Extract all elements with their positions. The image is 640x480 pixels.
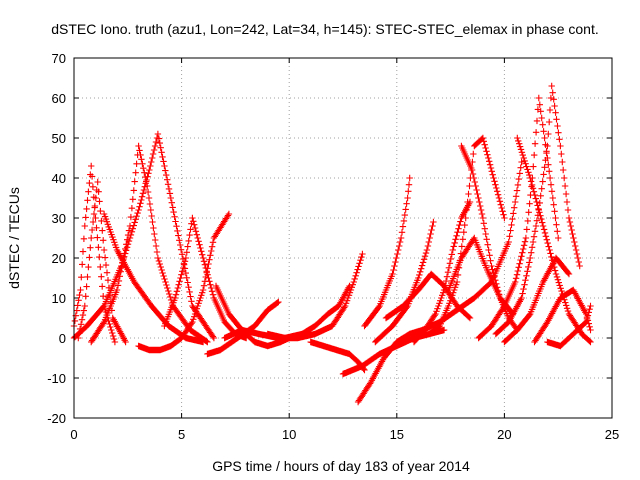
series-arc6 xyxy=(135,210,233,354)
y-tick-label: 60 xyxy=(52,91,66,106)
y-tick-label: 70 xyxy=(52,51,66,66)
y-tick-label: -10 xyxy=(47,371,66,386)
series-markers xyxy=(88,142,211,346)
y-tick-label: 50 xyxy=(52,131,66,146)
series-arc11 xyxy=(264,282,353,342)
y-tick-label: 40 xyxy=(52,171,66,186)
series-arc28 xyxy=(445,234,517,318)
series-arc26 xyxy=(544,302,594,350)
series-markers xyxy=(514,134,594,346)
series-markers xyxy=(501,254,573,346)
x-tick-label: 15 xyxy=(390,427,404,442)
y-tick-label: 20 xyxy=(52,251,66,266)
series-markers xyxy=(544,302,594,350)
chart-title: dSTEC Iono. truth (azu1, Lon=242, Lat=34… xyxy=(51,21,598,37)
x-axis-label: GPS time / hours of day 183 of year 2014 xyxy=(212,458,470,474)
series-arc21 xyxy=(419,158,525,334)
x-tick-label: 20 xyxy=(497,427,511,442)
x-tick-label: 0 xyxy=(70,427,77,442)
series-arc3 xyxy=(70,130,218,342)
plot-frame xyxy=(73,57,613,419)
y-tick-label: 30 xyxy=(52,211,66,226)
x-tick-label: 5 xyxy=(178,427,185,442)
y-tick-label: -20 xyxy=(47,411,66,426)
series-arc4 xyxy=(88,142,211,346)
series-arc12 xyxy=(307,338,368,374)
series-arc5 xyxy=(100,210,207,346)
series-markers xyxy=(307,338,368,374)
series-markers xyxy=(70,130,218,342)
series-markers xyxy=(264,282,353,342)
series-arc24 xyxy=(514,134,594,346)
series-markers xyxy=(445,234,517,318)
series-markers xyxy=(100,210,207,346)
series-arc27 xyxy=(501,254,573,346)
y-tick-label: 0 xyxy=(59,331,66,346)
series-markers xyxy=(531,286,594,346)
plot-area xyxy=(70,82,594,406)
series-markers xyxy=(361,174,413,330)
series-markers xyxy=(135,210,233,354)
series-arc15 xyxy=(361,174,413,330)
series-arc25 xyxy=(531,286,594,346)
y-axis-label: dSTEC / TECUs xyxy=(6,187,22,289)
x-tick-label: 10 xyxy=(282,427,296,442)
x-tick-label: 25 xyxy=(605,427,619,442)
axis-ticks: 0 5 10 15 20 25 -20 -10 0 10 20 30 40 50 60 70 xyxy=(47,51,619,442)
series-markers xyxy=(419,158,525,334)
y-tick-label: 10 xyxy=(52,291,66,306)
